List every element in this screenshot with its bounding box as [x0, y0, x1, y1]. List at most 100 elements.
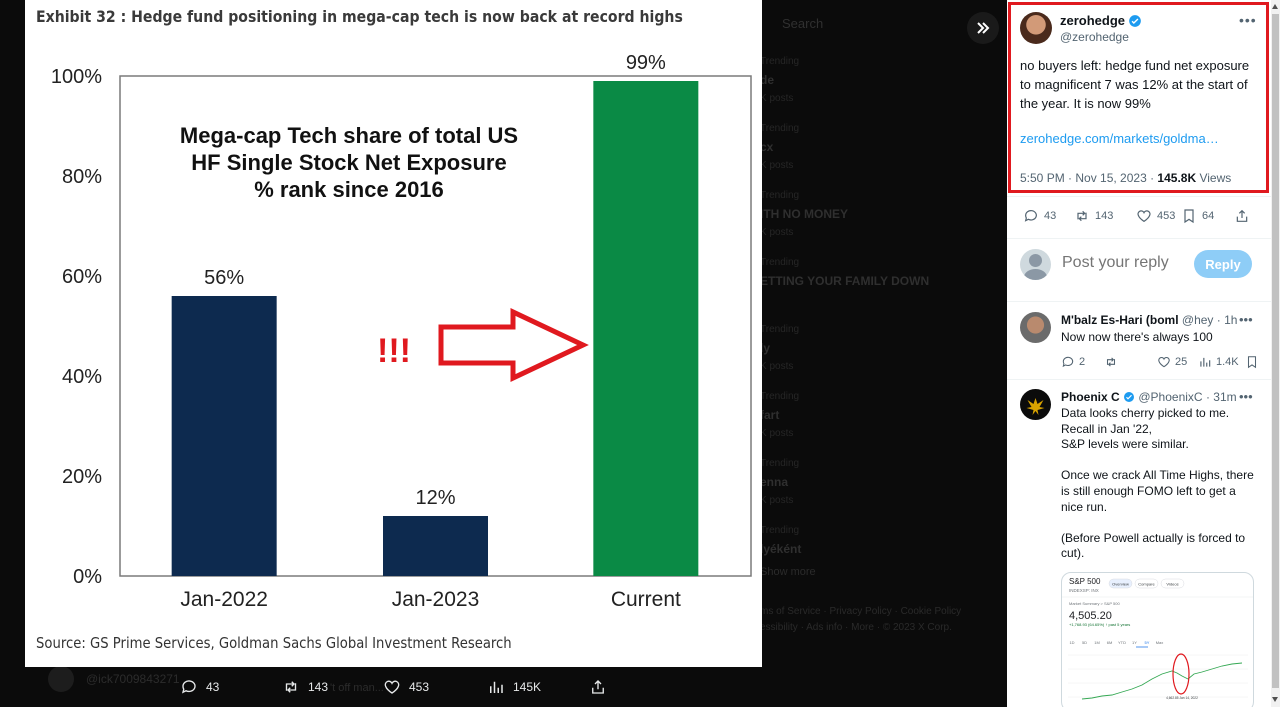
reply-views-button[interactable]: 1.4K: [1198, 355, 1239, 369]
embed-red-circle: [1172, 653, 1190, 695]
trend-count: K posts: [760, 495, 794, 506]
reply-time[interactable]: · 1h: [1216, 313, 1238, 327]
verified-badge-icon: [1124, 392, 1135, 402]
reply-author-name[interactable]: Phoenix C: [1061, 390, 1120, 404]
repost-icon: [1106, 357, 1116, 367]
bar-value-label: 12%: [415, 487, 455, 509]
trend-count: K posts: [760, 160, 794, 171]
embed-point-label: 4,662.85 Jan 14, 2022: [1166, 696, 1198, 700]
like-action[interactable]: 453: [383, 672, 429, 702]
scroll-up-arrow-icon[interactable]: [1272, 4, 1278, 9]
reply-time[interactable]: · 31m: [1205, 390, 1237, 404]
y-tick-label: 0%: [73, 566, 102, 588]
scrollbar-thumb[interactable]: [1272, 14, 1279, 688]
embed-range: 1D: [1069, 640, 1074, 645]
author-avatar[interactable]: [1020, 12, 1052, 44]
views-action[interactable]: 145K: [487, 672, 541, 702]
bar: [383, 516, 488, 576]
background-trend-item: Trending de K posts: [760, 56, 1000, 104]
current-user-avatar: [1020, 249, 1051, 280]
bar: [593, 81, 699, 576]
reply-input[interactable]: [1062, 254, 1192, 272]
like-count: 453: [1157, 210, 1176, 222]
author-handle[interactable]: @zerohedge: [1060, 30, 1129, 44]
background-show-more: Show more: [760, 566, 816, 578]
double-chevron-right-icon: [977, 22, 990, 34]
x-tick-label: Jan-2022: [180, 588, 268, 611]
views-count: 145K: [513, 680, 542, 694]
background-footer-line-1: ms of Service · Privacy Policy · Cookie …: [760, 606, 962, 617]
background-trend-item: Trending fart K posts: [760, 391, 1000, 439]
chart-source: Source: GS Prime Services, Goldman Sachs…: [36, 634, 512, 652]
reply-submit-button[interactable]: Reply: [1194, 250, 1252, 278]
embed-subtitle: INDEXSP: INX: [1069, 588, 1099, 593]
collapse-panel-button[interactable]: [967, 12, 999, 44]
x-tick-label: Current: [611, 588, 681, 611]
bookmark-icon: [1184, 209, 1194, 224]
trend-title: ly: [760, 341, 771, 355]
more-options-icon[interactable]: •••: [1239, 12, 1257, 28]
reply-view-count: 1.4K: [1216, 356, 1239, 368]
heart-icon: [1137, 210, 1151, 223]
reply-icon: [181, 680, 196, 694]
reply-count: 43: [206, 680, 220, 694]
author-name-row[interactable]: zerohedge: [1060, 13, 1142, 28]
reply-avatar[interactable]: [1020, 389, 1051, 420]
post-media-image[interactable]: 0% 20% 40% 60% 80% 100% 56% Jan-2022 12% Jan-2023…: [25, 0, 762, 667]
meta-separator: ·: [1146, 171, 1158, 185]
embed-price-line: [1081, 662, 1243, 700]
trend-count: K posts: [760, 361, 794, 372]
reply-more-icon[interactable]: •••: [1239, 389, 1253, 404]
reply-text: Data looks cherry picked to me. Recall i…: [1061, 406, 1254, 561]
red-arrow-icon: [438, 308, 589, 382]
reply-author-handle[interactable]: @PhoenixC: [1138, 390, 1203, 404]
embed-range: 6M: [1107, 640, 1113, 645]
share-icon: [592, 680, 604, 694]
trend-category: Trending: [760, 391, 800, 402]
reply-repost-button[interactable]: [1104, 355, 1118, 369]
y-tick-label: 40%: [62, 366, 102, 388]
like-button[interactable]: 453: [1136, 208, 1175, 224]
reply-embedded-image[interactable]: S&P 500 INDEXSP: INX Overview Compare Videos…: [1061, 572, 1254, 707]
embed-tab: [1134, 578, 1159, 589]
background-trend-item: Trending enna K posts: [760, 458, 1000, 506]
embed-range: 5D: [1082, 640, 1087, 645]
divider: [1007, 301, 1271, 302]
reply-author-handle[interactable]: @hey: [1181, 313, 1214, 327]
reply-author-name[interactable]: M'balz Es-Hari (boml: [1061, 313, 1179, 327]
embed-summary: Market Summary > S&P 500: [1069, 601, 1121, 606]
chart-title-line: Mega-cap Tech share of total US: [180, 123, 518, 148]
repost-action[interactable]: 143: [282, 672, 328, 702]
reply-more-icon[interactable]: •••: [1239, 312, 1253, 327]
reply-action[interactable]: 43: [180, 672, 219, 702]
share-button[interactable]: [1234, 208, 1250, 224]
post-link[interactable]: zerohedge.com/markets/goldma…: [1020, 131, 1219, 146]
trend-category: Trending: [760, 257, 800, 268]
chart-title-line: HF Single Stock Net Exposure: [191, 150, 506, 175]
reply-avatar[interactable]: [1020, 312, 1051, 343]
bookmark-button[interactable]: 64: [1181, 208, 1214, 224]
post-text: no buyers left: hedge fund net exposure …: [1020, 58, 1250, 111]
post-timestamp[interactable]: 5:50 PM · Nov 15, 2023: [1020, 171, 1147, 185]
trend-title: ITH NO MONEY: [760, 207, 849, 221]
trend-title: enna: [760, 475, 789, 489]
trend-category: Trending: [760, 324, 800, 335]
scrollbar[interactable]: [1271, 0, 1280, 707]
scroll-down-arrow-icon[interactable]: [1272, 697, 1278, 702]
reply-bookmark-button[interactable]: [1245, 355, 1259, 369]
media-action-bar: 43 143 453 145K: [0, 672, 760, 702]
background-user-row: @ick7009843271 't off man...: [48, 666, 448, 694]
embed-range: 1Y: [1132, 640, 1137, 645]
reply-button[interactable]: 43: [1023, 208, 1056, 224]
bar-value-label: 99%: [626, 52, 666, 74]
heart-icon: [384, 680, 400, 694]
share-action[interactable]: [589, 672, 607, 702]
reply-text: Now now there's always 100: [1061, 330, 1213, 344]
reply-reply-button[interactable]: 2: [1061, 355, 1085, 369]
embed-range: Max: [1156, 640, 1164, 645]
reply-actions: 2 25 1.4K: [1061, 355, 1261, 371]
background-user-handle: @ick7009843271: [86, 672, 180, 686]
reply-like-button[interactable]: 25: [1157, 355, 1187, 369]
repost-button[interactable]: 143: [1074, 208, 1113, 224]
embed-range: 5Y: [1145, 640, 1150, 645]
